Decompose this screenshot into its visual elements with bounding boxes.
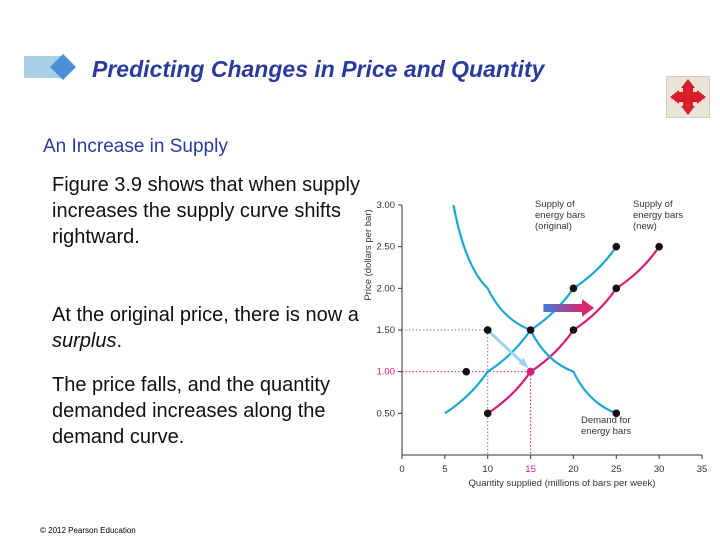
para2-text-start: At the original price, there is now a: [52, 304, 359, 326]
supply-new-label: energy bars: [633, 210, 683, 221]
original-equilibrium-point: [483, 326, 492, 334]
data-point: [612, 409, 621, 418]
copyright-note: © 2012 Pearson Education: [40, 526, 136, 535]
data-point: [655, 242, 663, 251]
y-tick-label: 0.50: [377, 408, 396, 419]
supply-shift-arrow-head: [582, 299, 594, 317]
supply-original-label: Supply of: [535, 199, 575, 210]
data-point: [612, 242, 621, 251]
x-tick-label: 10: [482, 464, 493, 475]
x-axis-title: Quantity supplied (millions of bars per …: [469, 478, 656, 489]
x-tick-label: 20: [568, 464, 579, 475]
para2-emphasis: surplus: [52, 330, 117, 352]
data-point: [569, 326, 578, 334]
y-tick-label: 1.50: [377, 325, 396, 336]
y-tick-label: 2.50: [377, 242, 396, 253]
para2-text-end: .: [116, 330, 123, 352]
x-tick-label: 30: [654, 464, 665, 475]
supply-new-label: Supply of: [633, 199, 673, 210]
supply-original-label: (original): [535, 221, 572, 232]
price-fall-arrowhead: [518, 357, 529, 369]
demand-label: Demand for: [581, 415, 631, 426]
title-accent-icon: [24, 54, 76, 80]
demand-label: energy bars: [581, 426, 631, 437]
data-point: [483, 409, 492, 418]
slide-subtitle: An Increase in Supply: [43, 136, 228, 157]
x-tick-label: 0: [399, 464, 404, 475]
y-tick-label: 1.00: [377, 367, 396, 378]
slide-title: Predicting Changes in Price and Quantity: [92, 56, 545, 82]
supply-demand-chart: 0 5 10 15 20 25 30 35 0.50 1.00 1.50 2.00 2.50 3.00 Qu…: [363, 199, 708, 489]
y-axis-title: Price (dollars per bar): [363, 209, 374, 300]
data-point: [526, 326, 535, 334]
y-tick-label: 3.00: [377, 200, 396, 211]
body-paragraph-3: The price falls, and the quantity demand…: [52, 374, 330, 448]
x-tick-label: 5: [442, 464, 447, 475]
supply-shift-arrow-body: [543, 304, 582, 312]
supply-original-label: energy bars: [535, 210, 585, 221]
x-tick-label: 25: [611, 464, 622, 475]
new-equilibrium-point: [526, 367, 535, 376]
x-tick-label: 15: [525, 464, 536, 475]
data-point: [569, 284, 578, 293]
x-tick-label: 35: [697, 464, 708, 475]
body-paragraph-2: At the original price, there is now a su…: [52, 302, 362, 354]
body-paragraph-1: Figure 3.9 shows that when supply increa…: [52, 174, 360, 248]
navigation-arrows-icon[interactable]: [666, 76, 710, 118]
supply-new-label: (new): [633, 221, 657, 232]
data-point: [612, 284, 621, 293]
y-tick-label: 2.00: [377, 283, 396, 294]
data-point: [462, 367, 471, 376]
price-fall-arrow: [488, 330, 527, 367]
